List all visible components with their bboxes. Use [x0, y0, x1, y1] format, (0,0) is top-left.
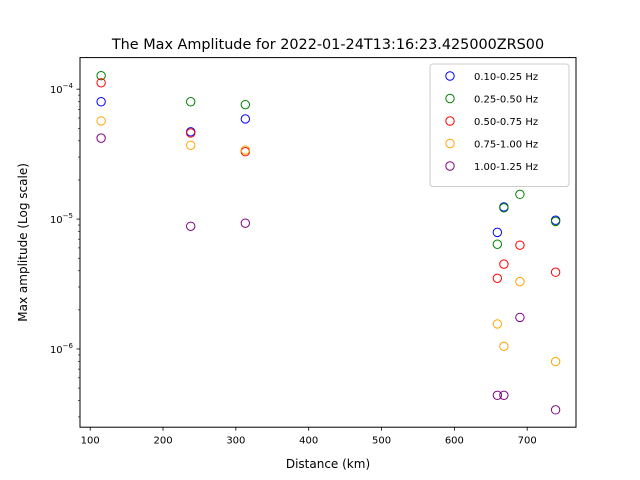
point-series-4-6: [550, 405, 561, 415]
y-tick-label: 10−6: [50, 342, 74, 356]
point-series-1-1: [186, 97, 196, 107]
x-axis: 100 200 300 400 500 600 700: [81, 427, 537, 447]
legend: 0.10-0.25 Hz 0.25-0.50 Hz 0.50-0.75 Hz 0.75…: [429, 63, 570, 187]
point-series-1-0: [96, 70, 106, 81]
y-axis: 10−6 10−5 10−4: [50, 82, 80, 418]
x-tick-label: 600: [445, 436, 464, 447]
y-axis-label: Max amplitude (Log scale): [16, 163, 30, 322]
chart-title: The Max Amplitude for 2022-01-24T13:16:2…: [111, 37, 544, 53]
point-series-1-5: [515, 189, 525, 200]
legend-marker: [445, 71, 455, 81]
legend-label: 0.50-0.75 Hz: [474, 117, 538, 128]
point-series-2-4: [499, 259, 509, 269]
point-series-1-3: [492, 239, 503, 249]
point-series-2-6: [550, 267, 561, 277]
x-tick-label: 400: [299, 436, 318, 447]
legend-label: 0.10-0.25 Hz: [474, 72, 538, 83]
x-axis-label: Distance (km): [286, 457, 370, 471]
point-series-1-2: [240, 99, 251, 110]
point-series-4-2: [240, 218, 251, 228]
point-series-0-3: [492, 227, 503, 238]
x-tick-label: 100: [81, 436, 100, 447]
x-tick-label: 200: [153, 436, 172, 447]
point-series-3-0: [96, 116, 106, 126]
point-series-4-0: [96, 133, 106, 143]
point-series-2-5: [515, 240, 525, 250]
point-series-2-3: [492, 273, 503, 284]
legend-marker: [445, 116, 455, 126]
legend-marker: [445, 138, 455, 149]
legend-marker: [445, 93, 455, 104]
point-series-2-1: [186, 128, 196, 138]
point-series-3-5: [515, 276, 525, 287]
point-series-0-0: [96, 97, 106, 107]
point-series-1-4: [499, 203, 509, 213]
point-series-4-4: [499, 390, 509, 401]
point-series-3-1: [186, 140, 196, 150]
y-tick-label: 10−5: [50, 212, 73, 226]
legend-box: [429, 63, 570, 187]
point-series-1-6: [550, 216, 561, 227]
x-tick-label: 700: [518, 436, 537, 447]
point-series-2-0: [96, 78, 106, 88]
point-series-4-1: [186, 221, 196, 231]
legend-label: 0.75-1.00 Hz: [474, 140, 538, 151]
y-tick-label: 10−4: [50, 82, 74, 96]
point-series-3-3: [492, 319, 503, 329]
plot-frame: [79, 57, 577, 428]
point-series-4-3: [492, 390, 503, 401]
legend-label: 1.00-1.25 Hz: [474, 162, 538, 173]
x-tick-label: 500: [372, 436, 391, 447]
point-series-4-5: [515, 312, 525, 323]
legend-marker: [445, 161, 455, 171]
point-series-3-4: [499, 341, 509, 351]
point-series-3-2: [240, 145, 251, 155]
point-series-3-6: [550, 356, 561, 367]
point-series-0-2: [240, 114, 251, 124]
legend-label: 0.25-0.50 Hz: [474, 95, 538, 106]
data-points: [96, 70, 561, 415]
x-tick-label: 300: [226, 436, 245, 447]
